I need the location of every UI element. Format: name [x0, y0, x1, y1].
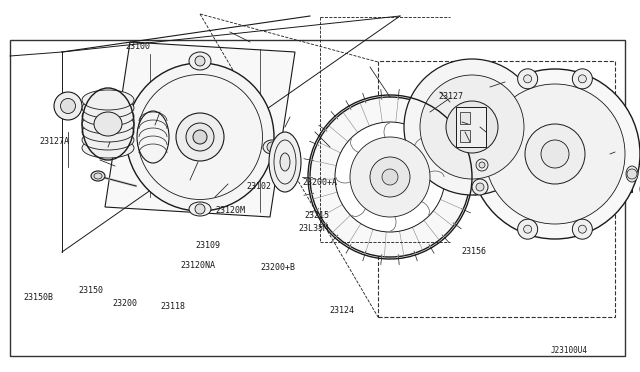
- Text: J23100U4: J23100U4: [551, 346, 588, 355]
- Circle shape: [525, 124, 585, 184]
- Text: 23120NA: 23120NA: [181, 262, 216, 270]
- Circle shape: [485, 84, 625, 224]
- Circle shape: [572, 69, 593, 89]
- Circle shape: [572, 219, 593, 239]
- Circle shape: [420, 75, 524, 179]
- Bar: [460, 130, 470, 142]
- Text: 23118: 23118: [160, 302, 186, 311]
- Ellipse shape: [280, 153, 290, 171]
- Circle shape: [267, 142, 277, 152]
- Text: 23127A: 23127A: [40, 137, 69, 146]
- Circle shape: [476, 183, 484, 191]
- Text: 23100: 23100: [125, 42, 150, 51]
- Ellipse shape: [263, 140, 281, 154]
- Circle shape: [579, 225, 586, 233]
- Circle shape: [518, 69, 538, 89]
- Bar: [460, 112, 470, 124]
- Text: 23L35M: 23L35M: [299, 224, 328, 233]
- Bar: [378, 61, 615, 317]
- Ellipse shape: [626, 166, 638, 182]
- Bar: [614, 162, 628, 186]
- Text: 23200+B: 23200+B: [261, 263, 296, 272]
- Circle shape: [195, 56, 205, 66]
- Ellipse shape: [176, 113, 224, 161]
- Circle shape: [152, 174, 163, 185]
- Text: 23120M: 23120M: [216, 206, 245, 215]
- Ellipse shape: [82, 122, 134, 142]
- Circle shape: [152, 90, 163, 100]
- Circle shape: [472, 179, 488, 195]
- Ellipse shape: [91, 171, 105, 181]
- Ellipse shape: [126, 63, 274, 211]
- Ellipse shape: [82, 106, 134, 126]
- Text: 23150B: 23150B: [24, 293, 53, 302]
- Bar: [10, 40, 625, 356]
- Text: 23200: 23200: [112, 299, 138, 308]
- Text: 23150: 23150: [78, 286, 104, 295]
- Circle shape: [524, 75, 532, 83]
- Ellipse shape: [137, 111, 169, 163]
- Ellipse shape: [193, 130, 207, 144]
- Ellipse shape: [82, 90, 134, 110]
- Circle shape: [404, 59, 540, 195]
- Ellipse shape: [82, 114, 134, 134]
- Circle shape: [479, 162, 485, 168]
- Ellipse shape: [189, 202, 211, 216]
- Circle shape: [237, 174, 248, 185]
- Ellipse shape: [189, 52, 211, 70]
- Ellipse shape: [82, 98, 134, 118]
- Circle shape: [460, 115, 484, 139]
- Circle shape: [237, 90, 248, 100]
- Circle shape: [627, 169, 637, 179]
- Circle shape: [524, 225, 532, 233]
- Circle shape: [467, 122, 477, 132]
- Circle shape: [335, 122, 445, 232]
- Text: 23215: 23215: [304, 211, 330, 220]
- Text: 23124: 23124: [330, 306, 355, 315]
- Polygon shape: [105, 42, 295, 217]
- Text: 23156: 23156: [461, 247, 486, 256]
- Circle shape: [476, 159, 488, 171]
- Bar: [610, 156, 632, 192]
- Circle shape: [470, 69, 640, 239]
- Circle shape: [382, 169, 398, 185]
- Ellipse shape: [54, 92, 82, 120]
- Ellipse shape: [94, 112, 122, 136]
- Text: 23109: 23109: [195, 241, 221, 250]
- Ellipse shape: [82, 130, 134, 150]
- Circle shape: [579, 75, 586, 83]
- Circle shape: [446, 101, 498, 153]
- Circle shape: [541, 140, 569, 168]
- Bar: [456, 107, 486, 147]
- Circle shape: [310, 97, 470, 257]
- Circle shape: [350, 137, 430, 217]
- Text: 23200+A: 23200+A: [303, 178, 337, 187]
- Ellipse shape: [186, 123, 214, 151]
- Circle shape: [518, 219, 538, 239]
- Circle shape: [195, 204, 205, 214]
- Ellipse shape: [82, 138, 134, 158]
- Circle shape: [370, 157, 410, 197]
- Text: 23102: 23102: [246, 182, 272, 190]
- Text: 23127: 23127: [438, 92, 464, 101]
- Ellipse shape: [269, 132, 301, 192]
- Ellipse shape: [61, 99, 76, 113]
